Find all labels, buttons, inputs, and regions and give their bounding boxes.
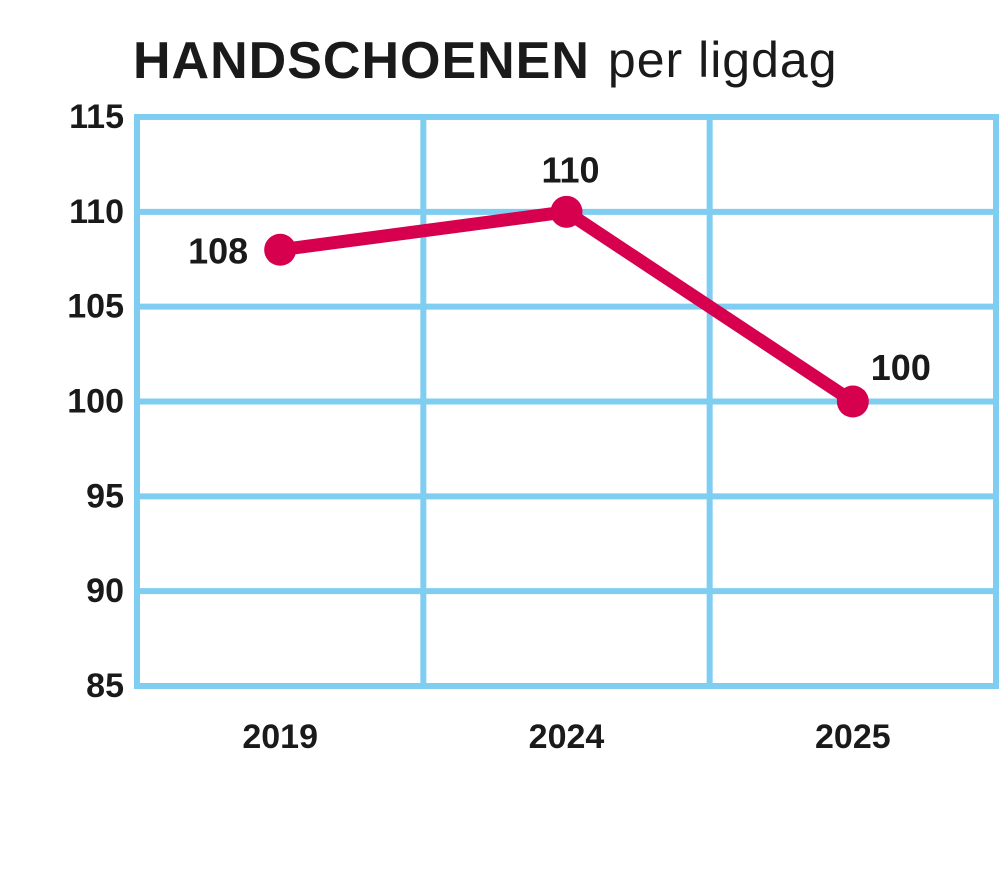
y-tick-label: 110 xyxy=(69,193,124,231)
data-label: 110 xyxy=(541,149,599,190)
chart-title: HANDSCHOENEN per ligdag xyxy=(133,32,838,90)
x-tick-label: 2024 xyxy=(529,718,605,756)
point xyxy=(836,385,869,418)
title-bold: HANDSCHOENEN xyxy=(133,32,590,90)
title-rest: per ligdag xyxy=(608,32,838,88)
y-tick-label: 85 xyxy=(86,667,124,705)
y-tick-label: 115 xyxy=(69,98,124,136)
y-tick-label: 100 xyxy=(67,382,124,420)
point xyxy=(550,195,583,228)
data-label: 100 xyxy=(871,347,931,388)
data-label: 108 xyxy=(188,230,248,271)
point xyxy=(264,233,297,266)
y-tick-label: 105 xyxy=(67,288,124,326)
y-tick-label: 95 xyxy=(86,477,124,515)
y-tick-label: 90 xyxy=(86,572,124,610)
x-tick-label: 2025 xyxy=(815,718,891,756)
x-tick-label: 2019 xyxy=(242,718,318,756)
